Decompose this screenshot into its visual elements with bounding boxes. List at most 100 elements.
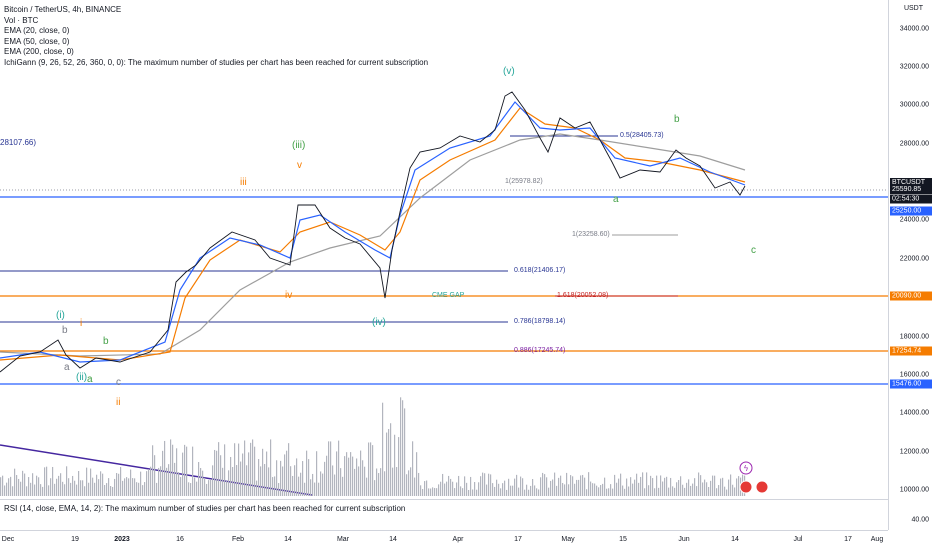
volume-legend[interactable]: Vol · BTC	[4, 15, 39, 25]
rsi-pane[interactable]: RSI (14, close, EMA, 14, 2): The maximum…	[0, 499, 888, 531]
volume-bar	[6, 482, 8, 496]
volume-bar	[282, 466, 284, 496]
flag-icon-1	[739, 480, 753, 494]
volume-bar	[84, 486, 86, 496]
volume-bar	[308, 459, 310, 496]
time-tick: Feb	[231, 536, 245, 543]
volume-bar	[12, 486, 14, 496]
volume-bar	[582, 474, 584, 496]
volume-bar	[262, 448, 264, 496]
volume-bar	[76, 484, 78, 496]
volume-bar	[596, 485, 598, 496]
cme-gap-label: CME GAP	[432, 292, 465, 299]
volume-bar	[688, 479, 690, 496]
price-tick: 28000.00	[899, 140, 929, 148]
volume-bar	[732, 484, 734, 496]
rsi-legend[interactable]: RSI (14, close, EMA, 14, 2): The maximum…	[4, 504, 406, 513]
time-tick: 17	[514, 536, 522, 543]
time-tick: 16	[176, 536, 184, 543]
volume-bar	[570, 475, 572, 496]
volume-bar	[184, 444, 186, 496]
volume-bar	[238, 443, 240, 496]
volume-bar	[260, 466, 262, 496]
price-tick: 24000.00	[899, 216, 929, 224]
volume-bar	[544, 474, 546, 496]
volume-bar	[552, 479, 554, 496]
volume-bar	[390, 423, 392, 496]
volume-bar	[248, 452, 250, 496]
volume-bar	[304, 482, 306, 496]
price-candles	[0, 91, 746, 373]
volume-bar	[112, 486, 114, 496]
chart-canvas[interactable]: ϟ	[0, 0, 888, 498]
price-tick: 16000.00	[899, 371, 929, 379]
volume-bar	[474, 482, 476, 496]
volume-bar	[92, 477, 94, 496]
volume-bar	[492, 483, 494, 496]
price-tag: 25250.00	[890, 206, 932, 216]
fib-0786-label: 0.786(18798.14)	[514, 318, 566, 325]
ichigann-legend[interactable]: IchiGann (9, 26, 52, 26, 360, 0, 0): The…	[4, 57, 429, 67]
volume-bar	[80, 480, 82, 496]
volume-bar	[372, 445, 374, 496]
svg-text:ϟ: ϟ	[743, 464, 748, 473]
ema50-legend[interactable]: EMA (50, close, 0)	[4, 36, 70, 46]
volume-bar	[8, 478, 10, 496]
volume-bar	[568, 484, 570, 496]
volume-bar	[666, 476, 668, 496]
volume-bar	[420, 485, 422, 496]
price-tick: 18000.00	[899, 333, 929, 341]
volume-bar	[670, 477, 672, 496]
volume-bar	[574, 483, 576, 496]
volume-bar	[448, 475, 450, 496]
volume-bar	[306, 450, 308, 496]
volume-bar	[594, 483, 596, 496]
price-axis[interactable]: USDT 34000.0032000.0030000.0028000.00260…	[888, 0, 932, 530]
volume-bar	[400, 397, 402, 496]
volume-bar	[638, 482, 640, 496]
volume-bar	[16, 475, 18, 496]
volume-bar	[470, 476, 472, 496]
volume-bar	[106, 483, 108, 496]
volume-bar	[320, 471, 322, 496]
volume-bar	[610, 484, 612, 496]
volume-bar	[158, 467, 160, 496]
volume-bar	[612, 488, 614, 496]
volume-bar	[616, 482, 618, 496]
volume-bar	[280, 460, 282, 496]
flag-icon-2	[755, 480, 769, 494]
volume-bar	[134, 478, 136, 496]
time-axis[interactable]: Dec 19 2023 16 Feb 14 Mar 14 Apr 17 May 15 Jun 14 Jul 1…	[0, 530, 888, 551]
volume-bar	[578, 479, 580, 496]
fib-1618-label: 1.618(20052.08)	[557, 292, 609, 299]
volume-bar	[646, 472, 648, 496]
volume-bar	[182, 452, 184, 496]
volume-bar	[232, 467, 234, 496]
price-tag: 02:54:30	[890, 194, 932, 204]
volume-bar	[530, 485, 532, 496]
volume-bar	[458, 475, 460, 496]
volume-bar	[104, 485, 106, 496]
ema20-legend[interactable]: EMA (20, close, 0)	[4, 26, 70, 35]
volume-bar	[696, 486, 698, 496]
ema200-legend[interactable]: EMA (200, close, 0)	[4, 47, 74, 56]
wave-iii: (iii)	[292, 140, 306, 151]
volume-bar	[512, 485, 514, 496]
volume-bar	[468, 489, 470, 496]
volume-bar	[14, 468, 16, 496]
volume-bar	[538, 489, 540, 496]
volume-bar	[30, 482, 32, 496]
volume-bar	[362, 460, 364, 496]
volume-bar	[32, 473, 34, 496]
volume-bar	[442, 473, 444, 496]
price-chart[interactable]: ϟ Bitcoin / TetherUS, 4h, BINANCE Vol · …	[0, 0, 888, 498]
volume-bar	[716, 488, 718, 496]
volume-bar	[534, 485, 536, 496]
volume-bar	[710, 480, 712, 496]
time-tick: 19	[71, 536, 79, 543]
symbol-title[interactable]: Bitcoin / TetherUS, 4h, BINANCE	[4, 5, 122, 14]
volume-bar	[200, 467, 202, 496]
volume-bar	[444, 483, 446, 496]
volume-bar	[254, 446, 256, 496]
volume-bar	[228, 470, 230, 496]
